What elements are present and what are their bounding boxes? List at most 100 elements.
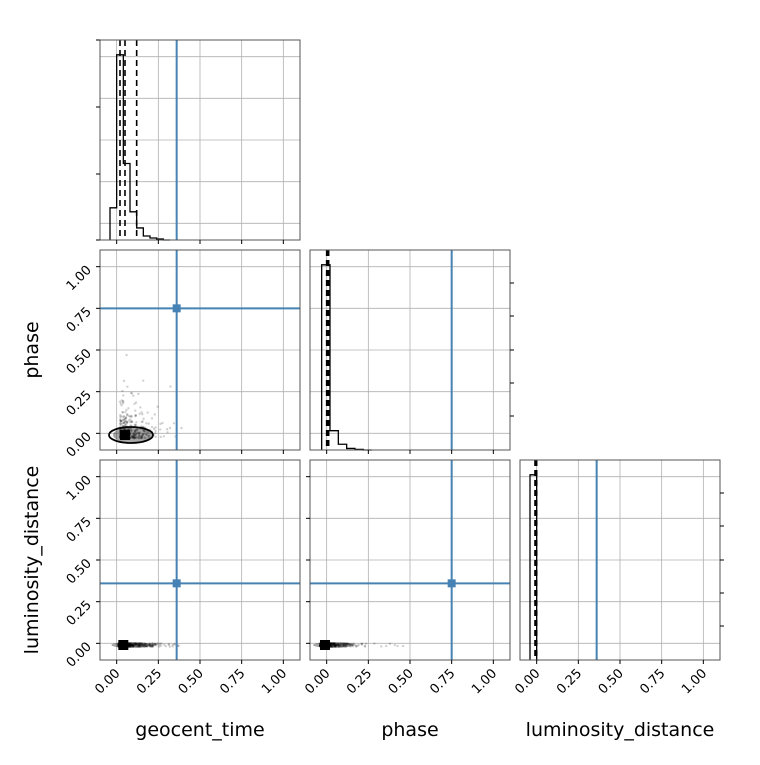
sample-point <box>356 644 359 647</box>
sample-point <box>340 642 344 646</box>
sample-point <box>147 422 150 425</box>
sample-point <box>132 434 135 438</box>
sample-point <box>160 642 163 645</box>
sample-point <box>336 643 340 647</box>
sample-point <box>129 642 133 646</box>
sample-point <box>150 645 153 648</box>
sample-point <box>137 437 140 440</box>
sample-point <box>128 645 132 648</box>
sample-point <box>135 432 138 436</box>
sample-point <box>132 644 135 648</box>
sample-point <box>134 642 137 646</box>
sample-point <box>330 643 333 646</box>
sample-point <box>144 432 148 436</box>
sample-point <box>331 644 335 648</box>
sample-point <box>133 644 136 647</box>
sample-point <box>339 644 343 647</box>
sample-point <box>130 643 134 647</box>
sample-point <box>128 643 131 646</box>
sample-point <box>129 424 132 427</box>
sample-point <box>142 429 146 433</box>
y-tick-label: 0.50 <box>64 556 95 587</box>
sample-point <box>330 645 334 648</box>
sample-point <box>357 643 360 647</box>
sample-point <box>132 433 136 436</box>
sample-point <box>348 644 351 647</box>
sample-point <box>343 643 347 646</box>
sample-point <box>343 642 347 646</box>
sample-point <box>136 645 139 648</box>
x-tick-label: 0.75 <box>427 666 458 697</box>
sample-point <box>151 642 154 645</box>
sample-point <box>125 353 128 357</box>
sample-point <box>138 431 142 434</box>
sample-point <box>339 642 342 645</box>
sample-point <box>127 407 130 410</box>
sample-point <box>147 643 150 646</box>
sample-point <box>396 644 399 648</box>
sample-point <box>339 644 342 647</box>
sample-point <box>352 643 355 646</box>
sample-point <box>334 642 338 646</box>
sample-point <box>345 643 348 646</box>
sample-point <box>119 419 122 423</box>
sample-point <box>132 433 135 436</box>
sample-point <box>138 644 142 648</box>
sample-point <box>180 426 183 430</box>
sample-point <box>120 399 124 402</box>
sample-point <box>128 644 131 647</box>
sample-point <box>134 413 137 417</box>
sample-point <box>127 419 131 422</box>
sample-point <box>136 428 139 431</box>
x-tick-label: 0.00 <box>512 666 543 697</box>
sample-point <box>139 644 143 647</box>
sample-point <box>137 643 140 646</box>
x-tick-label: 1.00 <box>679 666 710 697</box>
sample-point <box>154 426 157 429</box>
sample-point <box>334 645 337 648</box>
sample-point <box>149 644 152 648</box>
sample-point <box>119 419 123 423</box>
sample-point <box>143 642 147 645</box>
sample-point <box>137 642 140 646</box>
sample-point <box>140 642 143 645</box>
sample-point <box>342 644 345 647</box>
sample-point <box>119 413 122 417</box>
sample-point <box>151 643 155 647</box>
sample-point <box>130 420 134 424</box>
sample-point <box>401 644 405 648</box>
sample-point <box>158 642 162 645</box>
sample-point <box>132 432 136 435</box>
sample-point <box>131 435 134 438</box>
sample-point <box>140 436 143 440</box>
sample-point <box>138 643 141 646</box>
sample-point <box>124 423 127 426</box>
sample-point <box>122 421 125 424</box>
sample-point <box>125 421 129 424</box>
sample-point <box>177 644 180 647</box>
sample-point <box>130 392 134 395</box>
sample-point <box>154 431 157 435</box>
sample-point <box>128 644 131 647</box>
sample-point <box>150 425 154 429</box>
sample-point <box>130 420 134 423</box>
sample-point <box>142 417 145 420</box>
sample-point <box>350 644 354 647</box>
y-tick-label: 1.00 <box>64 263 95 294</box>
sample-point <box>144 642 148 646</box>
sample-point <box>143 644 147 647</box>
sample-point <box>133 423 137 426</box>
sample-point <box>140 411 143 414</box>
sample-point <box>341 642 345 646</box>
sample-point <box>337 642 340 646</box>
sample-point <box>172 422 176 425</box>
sample-point <box>134 428 138 432</box>
sample-point <box>340 645 343 648</box>
sample-point <box>337 643 340 646</box>
sample-point <box>140 642 143 646</box>
sample-point <box>128 644 132 647</box>
sample-point <box>131 644 135 647</box>
sample-point <box>342 644 345 647</box>
sample-point <box>137 392 140 396</box>
sample-point <box>129 434 133 438</box>
